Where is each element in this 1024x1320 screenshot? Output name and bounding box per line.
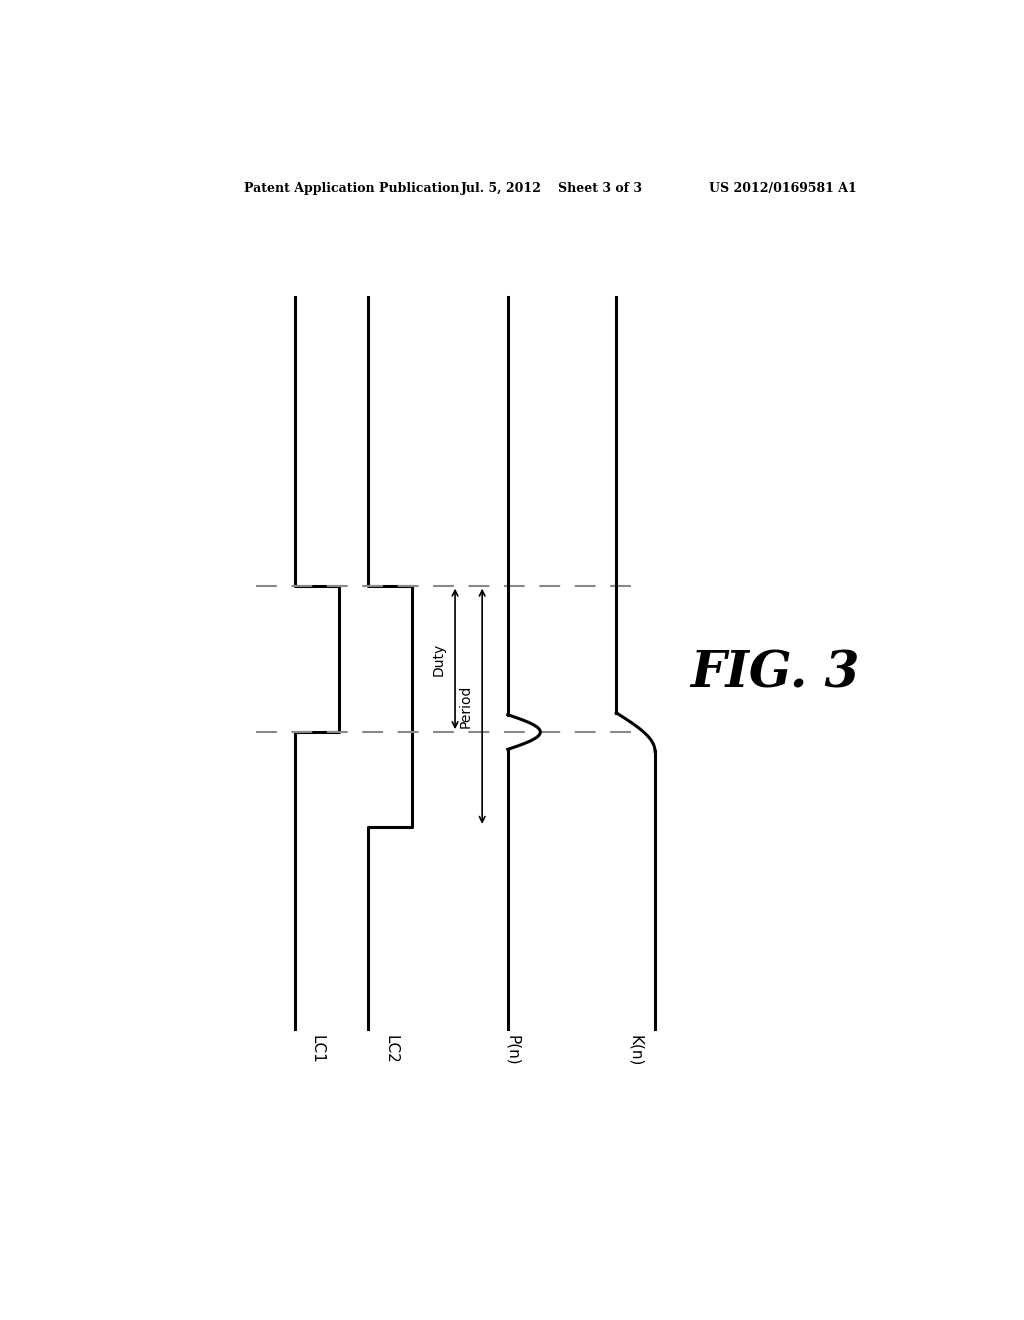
Text: LC1: LC1 (309, 1035, 325, 1064)
Text: Duty: Duty (432, 643, 445, 676)
Text: Jul. 5, 2012: Jul. 5, 2012 (461, 182, 542, 194)
Text: Sheet 3 of 3: Sheet 3 of 3 (558, 182, 642, 194)
Text: P(n): P(n) (505, 1035, 520, 1065)
Text: Period: Period (459, 685, 473, 727)
Text: Patent Application Publication: Patent Application Publication (245, 182, 460, 194)
Text: K(n): K(n) (628, 1035, 643, 1067)
Text: US 2012/0169581 A1: US 2012/0169581 A1 (710, 182, 857, 194)
Text: LC2: LC2 (383, 1035, 398, 1064)
Text: FIG. 3: FIG. 3 (690, 649, 860, 698)
